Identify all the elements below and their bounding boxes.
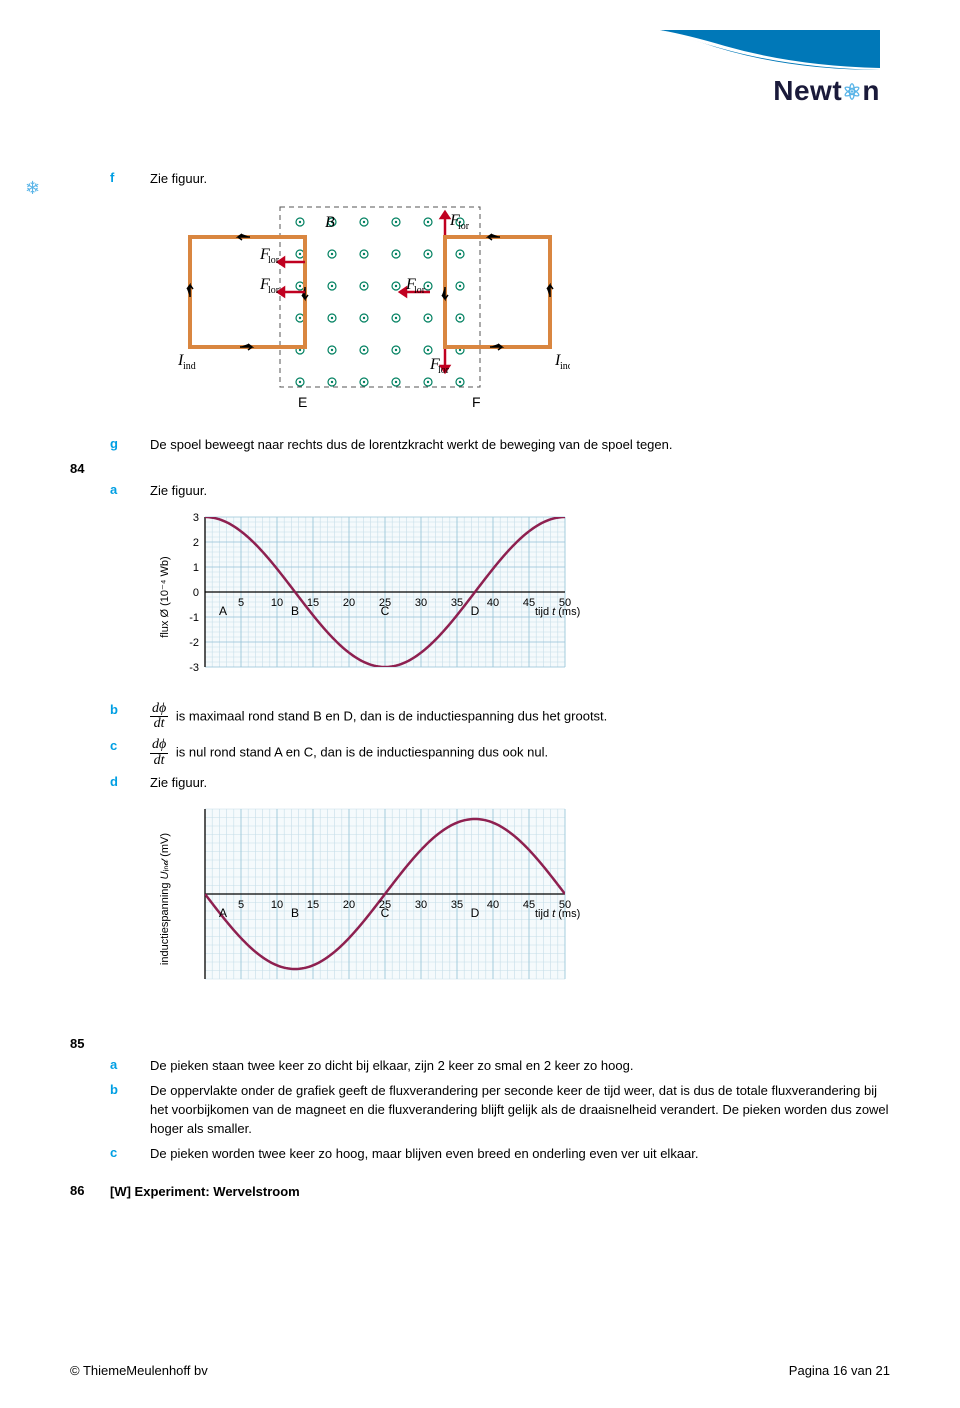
svg-text:A: A <box>219 604 227 618</box>
svg-text:20: 20 <box>343 899 355 911</box>
q84-b-letter: b <box>110 702 150 717</box>
q85-c-text: De pieken worden twee keer zo hoog, maar… <box>150 1145 890 1164</box>
svg-text:lor: lor <box>414 285 426 296</box>
svg-text:inductiespanning Uᵢₙ𝒹 (mV): inductiespanning Uᵢₙ𝒹 (mV) <box>159 833 171 965</box>
svg-text:tijd t (ms): tijd t (ms) <box>535 908 580 920</box>
svg-text:lor: lor <box>268 255 280 266</box>
diagram-lorentz: B Flor Flor Flor Flor Flor Iind Iind E F <box>150 197 890 420</box>
svg-text:B: B <box>325 214 335 231</box>
svg-text:C: C <box>381 604 390 618</box>
q84-a-letter: a <box>110 482 150 497</box>
atom-icon: ⚛ <box>842 80 862 105</box>
q85-a-letter: a <box>110 1057 150 1072</box>
svg-text:15: 15 <box>307 597 319 609</box>
svg-text:40: 40 <box>487 899 499 911</box>
question-86-num: 86 <box>70 1183 110 1198</box>
q85-c-letter: c <box>110 1145 150 1160</box>
svg-text:3: 3 <box>193 512 199 524</box>
q84-d-text: Zie figuur. <box>150 774 890 793</box>
svg-text:flux Ø (10⁻⁴ Wb): flux Ø (10⁻⁴ Wb) <box>159 556 171 637</box>
item-letter-f: f <box>110 170 150 185</box>
question-85-num: 85 <box>70 1036 110 1051</box>
svg-text:tijd t (ms): tijd t (ms) <box>535 606 580 618</box>
svg-text:30: 30 <box>415 899 427 911</box>
q84-a-text: Zie figuur. <box>150 482 890 501</box>
item-text-f: Zie figuur. <box>150 170 890 189</box>
svg-text:45: 45 <box>523 899 535 911</box>
q84-c-text: dϕdt is nul rond stand A en C, dan is de… <box>150 738 890 768</box>
svg-text:-1: -1 <box>189 612 199 624</box>
q86-text: [W] Experiment: Wervelstroom <box>110 1183 890 1202</box>
svg-text:ind: ind <box>183 361 196 372</box>
q84-b-text: dϕdt is maximaal rond stand B en D, dan … <box>150 702 890 732</box>
svg-text:20: 20 <box>343 597 355 609</box>
logo: Newt⚛n <box>660 30 880 110</box>
svg-text:10: 10 <box>271 899 283 911</box>
q84-c-letter: c <box>110 738 150 753</box>
svg-text:-3: -3 <box>189 662 199 674</box>
logo-swoosh-icon <box>660 30 880 70</box>
svg-text:40: 40 <box>487 597 499 609</box>
q85-b-text: De oppervlakte onder de grafiek geeft de… <box>150 1082 890 1139</box>
svg-text:B: B <box>291 906 299 920</box>
snowflake-icon: ❄ <box>25 178 40 199</box>
svg-text:B: B <box>291 604 299 618</box>
svg-text:30: 30 <box>415 597 427 609</box>
svg-text:lor: lor <box>458 221 470 232</box>
svg-text:D: D <box>471 906 480 920</box>
logo-text: Newt⚛n <box>660 75 880 107</box>
item-letter-g: g <box>110 436 150 451</box>
footer-page: Pagina 16 van 21 <box>789 1363 890 1378</box>
svg-text:2: 2 <box>193 537 199 549</box>
svg-text:10: 10 <box>271 597 283 609</box>
svg-text:45: 45 <box>523 597 535 609</box>
svg-text:D: D <box>471 604 480 618</box>
svg-text:-2: -2 <box>189 637 199 649</box>
item-text-g: De spoel beweegt naar rechts dus de lore… <box>150 436 890 455</box>
svg-text:lor: lor <box>438 365 450 376</box>
svg-text:F: F <box>472 394 481 410</box>
q85-a-text: De pieken staan twee keer zo dicht bij e… <box>150 1057 890 1076</box>
svg-text:0: 0 <box>193 587 199 599</box>
svg-text:35: 35 <box>451 597 463 609</box>
chart-flux: 5101520253035404550 -3-2-10123 A B C D t… <box>150 507 890 690</box>
svg-text:E: E <box>298 394 307 410</box>
svg-text:lor: lor <box>268 285 280 296</box>
question-84-num: 84 <box>70 461 110 476</box>
svg-text:35: 35 <box>451 899 463 911</box>
svg-text:5: 5 <box>238 899 244 911</box>
svg-text:ind: ind <box>560 361 570 372</box>
svg-text:5: 5 <box>238 597 244 609</box>
svg-text:A: A <box>219 906 227 920</box>
footer-copyright: © ThiemeMeulenhoff bv <box>70 1363 208 1378</box>
svg-text:1: 1 <box>193 562 199 574</box>
q84-d-letter: d <box>110 774 150 789</box>
svg-text:C: C <box>381 906 390 920</box>
chart-uind: 5101520253035404550 A B C D tijd t (ms) … <box>150 799 890 1002</box>
q85-b-letter: b <box>110 1082 150 1097</box>
svg-text:15: 15 <box>307 899 319 911</box>
